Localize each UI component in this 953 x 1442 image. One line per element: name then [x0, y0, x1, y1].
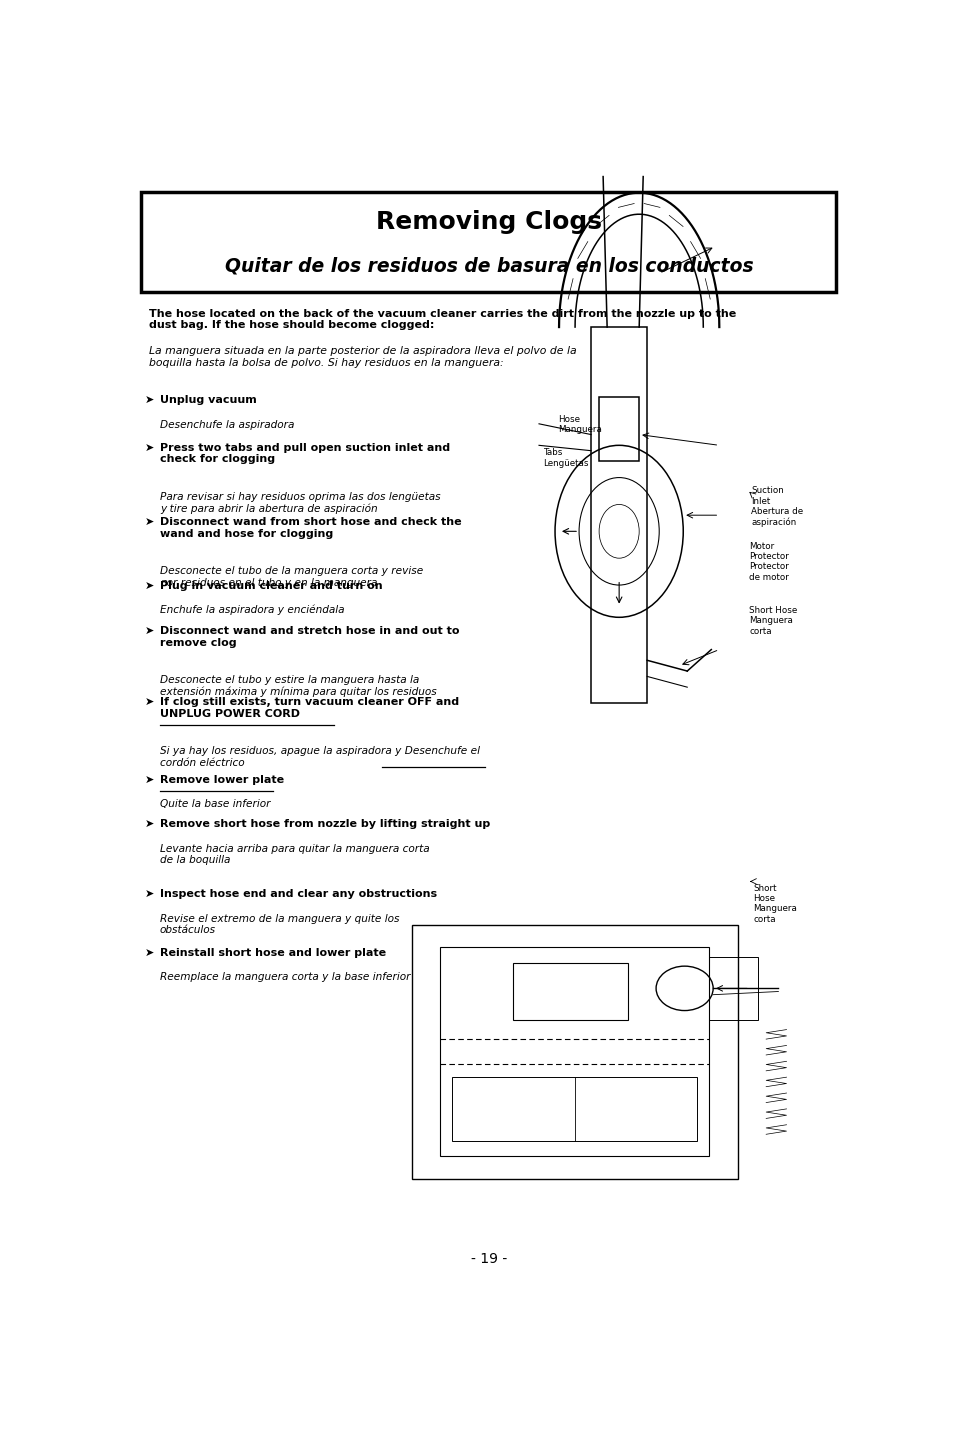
Text: If clog still exists, turn vacuum cleaner OFF and
UNPLUG POWER CORD: If clog still exists, turn vacuum cleane…: [160, 696, 458, 718]
Bar: [591, 327, 646, 704]
Text: Suction
Inlet
Abertura de
aspiración: Suction Inlet Abertura de aspiración: [751, 486, 802, 526]
Text: Press two tabs and pull open suction inlet and
check for clogging: Press two tabs and pull open suction inl…: [160, 443, 450, 464]
Text: Si ya hay los residuos, apague la aspiradora y Desenchufe el
cordón eléctrico: Si ya hay los residuos, apague la aspira…: [160, 746, 479, 767]
Bar: [452, 1077, 696, 1141]
Text: Quitar de los residuos de basura en los conductos: Quitar de los residuos de basura en los …: [224, 257, 753, 275]
Text: Reemplace la manguera corta y la base inferior: Reemplace la manguera corta y la base in…: [160, 972, 410, 982]
Text: Enchufe la aspiradora y enciéndala: Enchufe la aspiradora y enciéndala: [160, 606, 344, 616]
Text: Short Hose
Manguera
corta: Short Hose Manguera corta: [748, 606, 797, 636]
Text: The hose located on the back of the vacuum cleaner carries the dirt from the noz: The hose located on the back of the vacu…: [149, 309, 736, 330]
Bar: [598, 397, 639, 461]
Text: Motor
Protector
Protector
de motor: Motor Protector Protector de motor: [748, 542, 788, 583]
Text: Inspect hose end and clear any obstructions: Inspect hose end and clear any obstructi…: [160, 890, 436, 900]
Text: Disconnect wand from short hose and check the
wand and hose for clogging: Disconnect wand from short hose and chec…: [160, 518, 461, 539]
Text: - 19 -: - 19 -: [471, 1252, 506, 1266]
Text: Revise el extremo de la manguera y quite los
obstáculos: Revise el extremo de la manguera y quite…: [160, 914, 399, 936]
Text: ➤: ➤: [145, 774, 154, 784]
Text: Hose
Manguera: Hose Manguera: [558, 415, 601, 434]
Bar: [513, 963, 627, 1019]
Text: ➤: ➤: [145, 819, 154, 829]
Text: Plug in vacuum cleaner and turn on: Plug in vacuum cleaner and turn on: [160, 581, 382, 591]
Bar: [439, 947, 708, 1156]
Bar: [411, 924, 737, 1178]
Text: Desconecte el tubo y estire la manguera hasta la
extensión máxima y mínima para : Desconecte el tubo y estire la manguera …: [160, 675, 436, 696]
Bar: [708, 956, 758, 1019]
Text: ➤: ➤: [145, 443, 154, 453]
Text: Levante hacia arriba para quitar la manguera corta
de la boquilla: Levante hacia arriba para quitar la mang…: [160, 844, 429, 865]
Text: Desconecte el tubo de la manguera corta y revise
por residuos en el tubo y en la: Desconecte el tubo de la manguera corta …: [160, 567, 423, 588]
Text: Remove lower plate: Remove lower plate: [160, 774, 284, 784]
Text: ➤: ➤: [145, 696, 154, 707]
Text: ➤: ➤: [145, 395, 154, 405]
Text: Remove short hose from nozzle by lifting straight up: Remove short hose from nozzle by lifting…: [160, 819, 490, 829]
Text: Removing Clogs: Removing Clogs: [375, 211, 601, 234]
Text: Disconnect wand and stretch hose in and out to
remove clog: Disconnect wand and stretch hose in and …: [160, 626, 459, 647]
Text: Para revisar si hay residuos oprima las dos lengüetas
y tire para abrir la abert: Para revisar si hay residuos oprima las …: [160, 492, 440, 513]
Text: Quite la base inferior: Quite la base inferior: [160, 799, 270, 809]
Text: La manguera situada en la parte posterior de la aspiradora lleva el polvo de la
: La manguera situada en la parte posterio…: [149, 346, 576, 368]
Text: ➤: ➤: [145, 626, 154, 636]
FancyBboxPatch shape: [141, 192, 836, 291]
Text: Reinstall short hose and lower plate: Reinstall short hose and lower plate: [160, 947, 386, 957]
Text: Unplug vacuum: Unplug vacuum: [160, 395, 256, 405]
Text: ➤: ➤: [145, 581, 154, 591]
Text: Short
Hose
Manguera
corta: Short Hose Manguera corta: [753, 884, 797, 924]
Text: ➤: ➤: [145, 947, 154, 957]
Text: Desenchufe la aspiradora: Desenchufe la aspiradora: [160, 420, 294, 430]
Text: Tabs
Lengüetas: Tabs Lengüetas: [542, 448, 588, 467]
Text: ➤: ➤: [145, 518, 154, 528]
Text: ➤: ➤: [145, 890, 154, 900]
